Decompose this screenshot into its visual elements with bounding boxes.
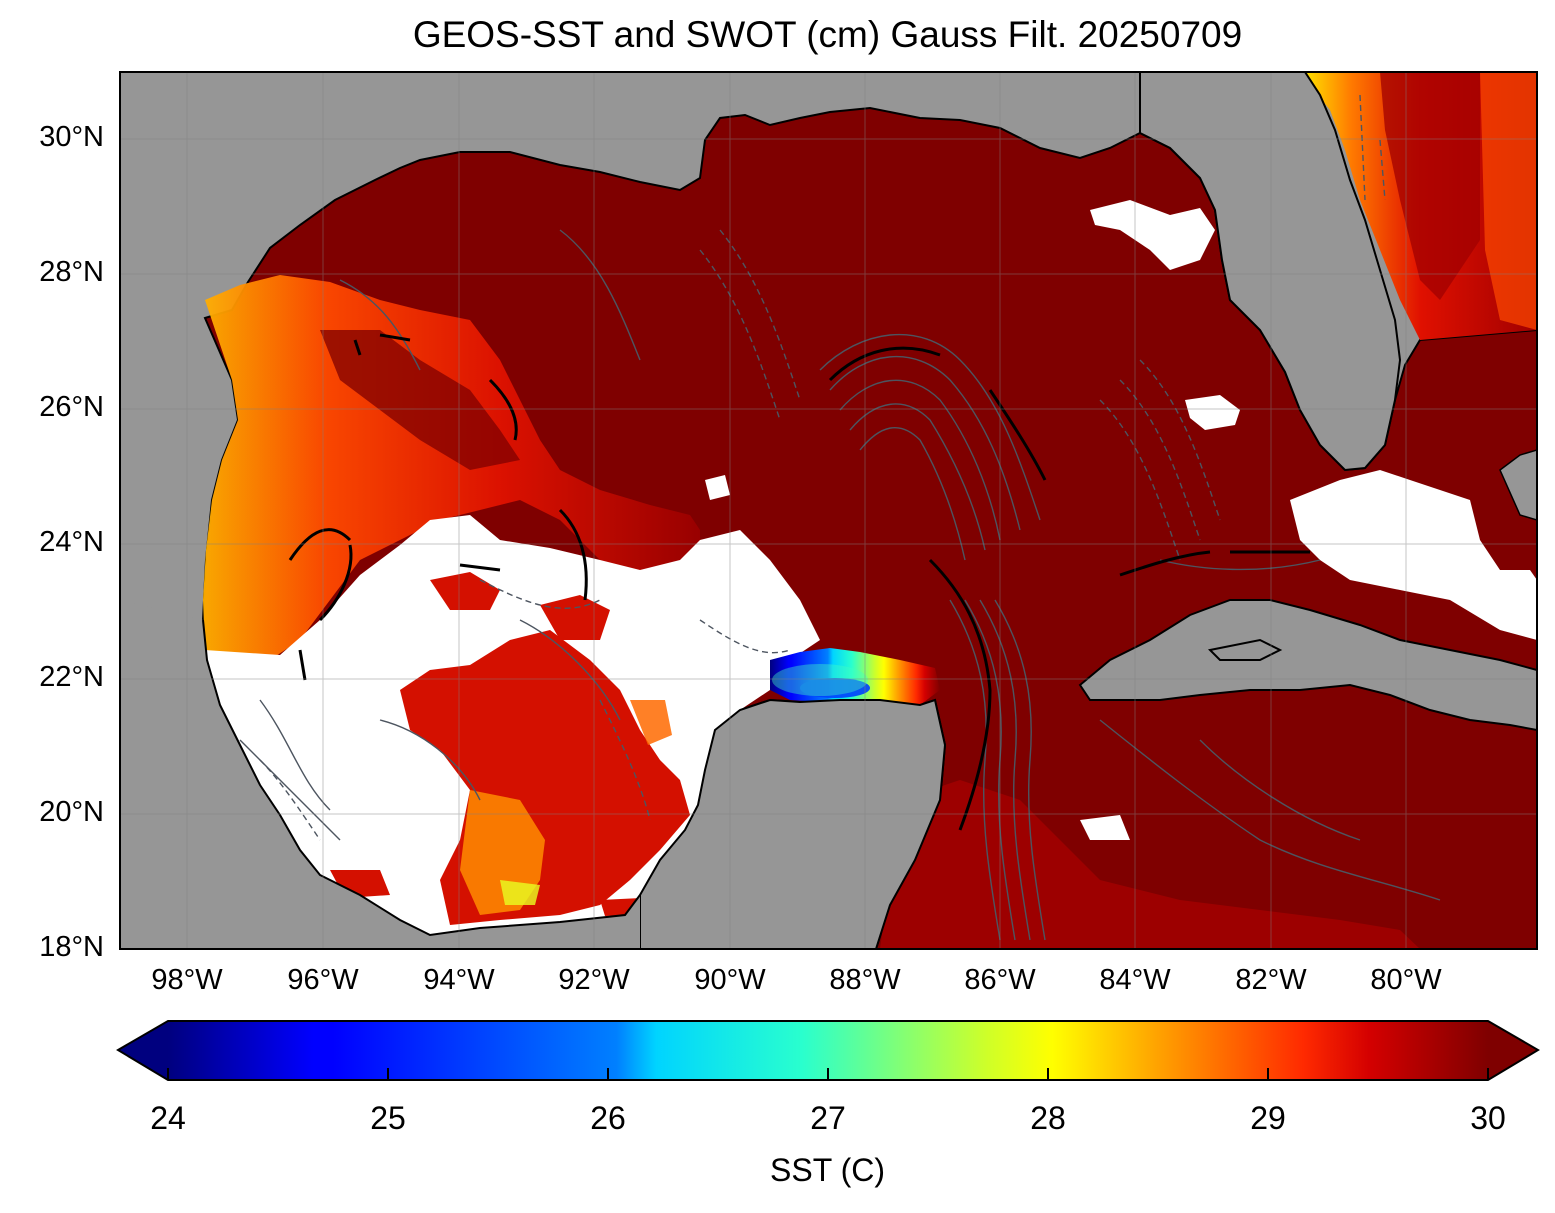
bahamas-land — [1499, 449, 1537, 521]
mexico-south-land — [120, 600, 640, 949]
cuba-north-shelf — [1207, 638, 1283, 661]
x-tick-label: 98°W — [151, 964, 223, 996]
x-tick-label: 82°W — [1235, 964, 1307, 996]
x-tick-label: 80°W — [1370, 964, 1442, 996]
cuba-land — [1078, 599, 1537, 732]
colorbar — [116, 1020, 1540, 1081]
x-tick-label: 92°W — [558, 964, 630, 996]
y-tick-label: 18°N — [39, 931, 104, 963]
x-tick-label: 88°W — [829, 964, 901, 996]
colorbar-tick-label: 30 — [1470, 1100, 1506, 1136]
y-tick-label: 22°N — [39, 661, 104, 693]
west-warm-water — [203, 275, 700, 660]
y-tick-label: 24°N — [39, 526, 104, 558]
missing-data-patches — [705, 200, 1537, 840]
x-tick-label: 96°W — [287, 964, 359, 996]
ssh-contours — [239, 229, 1441, 941]
y-tick-label: 26°N — [39, 391, 104, 423]
yellow-patch-south — [500, 880, 540, 905]
x-tick-label: 90°W — [694, 964, 766, 996]
colorbar-ticks — [167, 1068, 1489, 1080]
cold-core — [800, 678, 870, 698]
west-dark-band — [320, 330, 520, 470]
colorbar-tick-label: 26 — [590, 1100, 626, 1136]
colorbar-extend-high — [1488, 1021, 1538, 1080]
y-tick-label: 28°N — [39, 256, 104, 288]
atlantic-offshore-dark — [1380, 72, 1480, 300]
yucatan-land — [639, 698, 947, 949]
cool-ring — [772, 664, 868, 696]
colorbar-tick-label: 24 — [150, 1100, 186, 1136]
map-area — [120, 72, 1537, 949]
x-tick-label: 94°W — [423, 964, 495, 996]
colorbar-tick-label: 28 — [1030, 1100, 1066, 1136]
x-tick-label: 84°W — [1099, 964, 1171, 996]
gridlines — [120, 72, 1537, 949]
figure-title: GEOS-SST and SWOT (cm) Gauss Filt. 20250… — [412, 14, 1243, 55]
colorbar-tick-label: 25 — [370, 1100, 406, 1136]
florida-land — [1139, 72, 1402, 472]
map-frame — [119, 71, 1538, 950]
colorbar-tick-label: 29 — [1250, 1100, 1286, 1136]
y-tick-label: 30°N — [39, 121, 104, 153]
colorbar-tick-label: 27 — [810, 1100, 846, 1136]
ssh-contours-dashed — [259, 94, 1386, 841]
zero-contours — [288, 333, 1310, 831]
y-tick-label: 20°N — [39, 796, 104, 828]
mexico-coastline — [202, 619, 641, 937]
atlantic-warm-east — [1480, 72, 1537, 330]
warm-patch-center — [630, 700, 672, 745]
colorbar-extend-low — [118, 1021, 168, 1080]
colorbar-title: SST (C) — [770, 1152, 885, 1188]
x-tick-label: 86°W — [964, 964, 1036, 996]
